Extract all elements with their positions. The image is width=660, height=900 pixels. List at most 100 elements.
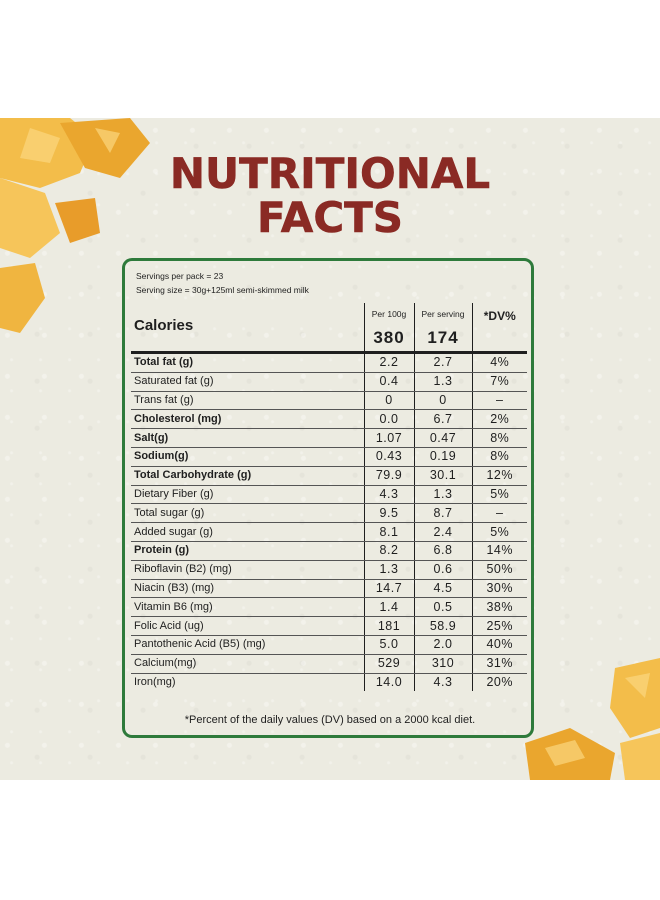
table-row: Total sugar (g) 9.5 8.7– <box>131 503 527 524</box>
per100-value: 529 <box>363 654 414 674</box>
table-row: Sodium(g) 0.43 0.19 8% <box>131 447 527 467</box>
table-row: Protein (g) 8.2 6.8 14% <box>131 541 527 561</box>
nutrient-name: Folic Acid (ug) <box>131 616 364 636</box>
per-serving-value: 0.47 <box>413 428 472 448</box>
dv-value: 20% <box>471 673 527 692</box>
per-serving-value: 2.4 <box>413 522 472 542</box>
nutrient-name: Saturated fat (g) <box>131 372 364 392</box>
per-serving-value: 1.3 <box>413 485 472 505</box>
cornflakes-top-left-image <box>0 118 150 333</box>
per100-value: 1.07 <box>363 428 414 448</box>
dv-header-cell: *DV% <box>471 303 527 354</box>
per-serving-value: 0.19 <box>413 447 472 467</box>
table-row: Trans fat (g) 0 0– <box>131 391 527 411</box>
per-serving-value: 30.1 <box>413 466 472 486</box>
page-title-line-1: NUTRITIONAL <box>169 149 491 198</box>
page-title-line-2: FACTS <box>256 193 404 242</box>
calories-per-serving: 174 <box>427 328 459 347</box>
nutrition-panel <box>122 258 534 738</box>
serving-size: Serving size = 30g+125ml semi-skimmed mi… <box>136 285 309 295</box>
per100-value: 8.2 <box>363 541 414 561</box>
nutrient-name: Dietary Fiber (g) <box>131 485 364 505</box>
nutrition-table: Calories Per 100g 380 Per serving 174 *D… <box>131 303 527 692</box>
per-serving-value: 2.7 <box>413 352 472 373</box>
nutrient-name: Vitamin B6 (mg) <box>131 597 364 618</box>
per-serving-value: 6.7 <box>413 409 472 430</box>
dv-value: – <box>471 503 527 524</box>
dv-header: *DV% <box>483 309 516 323</box>
dv-value: 5% <box>471 522 527 542</box>
dv-value: 8% <box>471 447 527 467</box>
per-serving-value: 0 <box>413 391 472 411</box>
nutrient-name: Cholesterol (mg) <box>131 409 364 430</box>
per100-value: 0.43 <box>363 447 414 467</box>
table-row: Saturated fat (g) 0.4 1.3 7% <box>131 372 527 392</box>
table-row: Riboflavin (B2) (mg) 1.3 0.6 50% <box>131 560 527 580</box>
per100-value: 0.4 <box>363 372 414 392</box>
per100-value: 0 <box>363 391 414 411</box>
nutrient-name: Total sugar (g) <box>131 503 364 524</box>
nutrient-name: Protein (g) <box>131 541 364 561</box>
dv-value: 7% <box>471 372 527 392</box>
per-serving-value: 310 <box>413 654 472 674</box>
per-serving-value: 0.6 <box>413 560 472 580</box>
calories-label-cell: Calories <box>131 303 364 354</box>
per-serving-value: 0.5 <box>413 597 472 618</box>
per100-value: 181 <box>363 616 414 636</box>
table-row: Total fat (g) 2.2 2.7 4% <box>131 352 527 373</box>
table-row: Folic Acid (ug) 181 58.9 25% <box>131 616 527 636</box>
table-row: Salt(g) 1.07 0.47 8% <box>131 428 527 448</box>
per100-value: 0.0 <box>363 409 414 430</box>
nutrient-name: Niacin (B3) (mg) <box>131 579 364 599</box>
dv-value: 14% <box>471 541 527 561</box>
dv-value: 38% <box>471 597 527 618</box>
cornflakes-bottom-right-image <box>525 658 660 780</box>
dv-value: 12% <box>471 466 527 486</box>
dv-value: 5% <box>471 485 527 505</box>
nutrient-name: Pantothenic Acid (B5) (mg) <box>131 635 364 655</box>
dv-value: – <box>471 391 527 411</box>
calories-label: Calories <box>134 317 194 334</box>
per-serving-value: 6.8 <box>413 541 472 561</box>
dv-value: 30% <box>471 579 527 599</box>
calories-per100: 380 <box>373 328 405 347</box>
per100-value: 8.1 <box>363 522 414 542</box>
nutrient-name: Salt(g) <box>131 428 364 448</box>
table-row: Added sugar (g) 8.1 2.4 5% <box>131 522 527 542</box>
nutrient-name: Riboflavin (B2) (mg) <box>131 560 364 580</box>
per100-value: 14.0 <box>363 673 414 692</box>
per-serving-value: 4.5 <box>413 579 472 599</box>
per100-header: Per 100g <box>371 309 407 319</box>
per100-value: 2.2 <box>363 352 414 373</box>
footnote: *Percent of the daily values (DV) based … <box>184 714 476 726</box>
dv-value: 25% <box>471 616 527 636</box>
per-serving-header: Per serving <box>421 309 465 319</box>
dv-value: 8% <box>471 428 527 448</box>
table-row: Iron(mg) 14.0 4.3 20% <box>131 673 527 692</box>
table-row: Vitamin B6 (mg) 1.4 0.5 38% <box>131 597 527 618</box>
per-serving-value: 2.0 <box>413 635 472 655</box>
per-serving-value: 4.3 <box>413 673 472 692</box>
per100-value: 79.9 <box>363 466 414 486</box>
per100-value: 9.5 <box>363 503 414 524</box>
per-serving-header-cell: Per serving 174 <box>413 303 472 354</box>
table-row: Dietary Fiber (g) 4.3 1.3 5% <box>131 485 527 505</box>
dv-value: 31% <box>471 654 527 674</box>
nutrient-name: Calcium(mg) <box>131 654 364 674</box>
nutrient-name: Sodium(g) <box>131 447 364 467</box>
per100-value: 4.3 <box>363 485 414 505</box>
dv-value: 4% <box>471 352 527 373</box>
dv-value: 50% <box>471 560 527 580</box>
table-row: Calcium(mg) 529 310 31% <box>131 654 527 674</box>
table-row: Total Carbohydrate (g) 79.9 30.1 12% <box>131 466 527 486</box>
per100-value: 5.0 <box>363 635 414 655</box>
per100-header-cell: Per 100g 380 <box>363 303 414 354</box>
dv-value: 40% <box>471 635 527 655</box>
nutrient-name: Added sugar (g) <box>131 522 364 542</box>
per100-value: 1.3 <box>363 560 414 580</box>
table-header-row: Calories Per 100g 380 Per serving 174 *D… <box>131 303 527 354</box>
per100-value: 1.4 <box>363 597 414 618</box>
servings-per-pack: Servings per pack = 23 <box>136 271 224 281</box>
table-row: Pantothenic Acid (B5) (mg) 5.0 2.0 40% <box>131 635 527 655</box>
nutrient-name: Total Carbohydrate (g) <box>131 466 364 486</box>
